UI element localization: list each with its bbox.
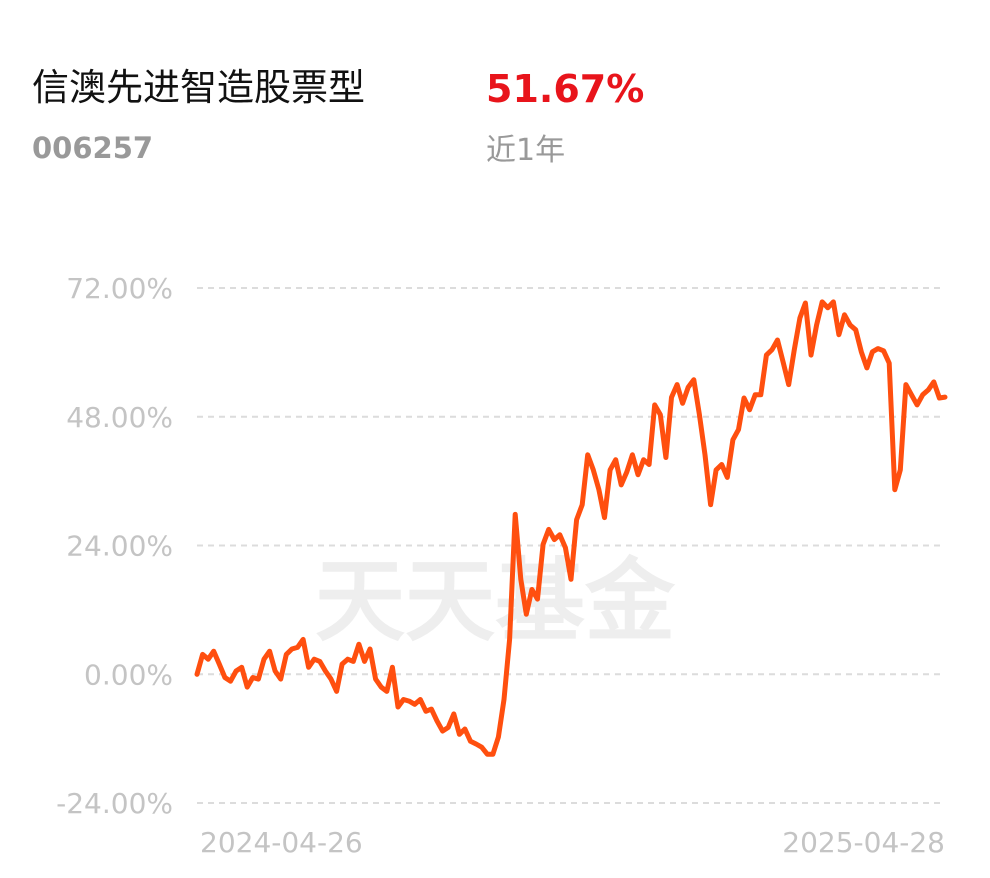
- line-series: [194, 299, 948, 757]
- y-tick-label: 24.00%: [66, 530, 173, 563]
- y-tick-label: 48.00%: [66, 401, 173, 434]
- fund-code: 006257: [32, 131, 153, 165]
- watermark: 天天基金: [315, 549, 676, 654]
- period: 近1年: [486, 133, 565, 168]
- y-tick-label: -24.00%: [56, 787, 173, 820]
- return-value: 51.67%: [486, 67, 644, 111]
- x-tick-label: 2025-04-28: [782, 826, 945, 859]
- y-tick-label: 72.00%: [66, 272, 173, 305]
- fund-name: 信澳先进智造股票型: [32, 66, 365, 109]
- y-tick-label: 0.00%: [84, 658, 173, 691]
- x-tick-label: 2024-04-26: [200, 826, 363, 859]
